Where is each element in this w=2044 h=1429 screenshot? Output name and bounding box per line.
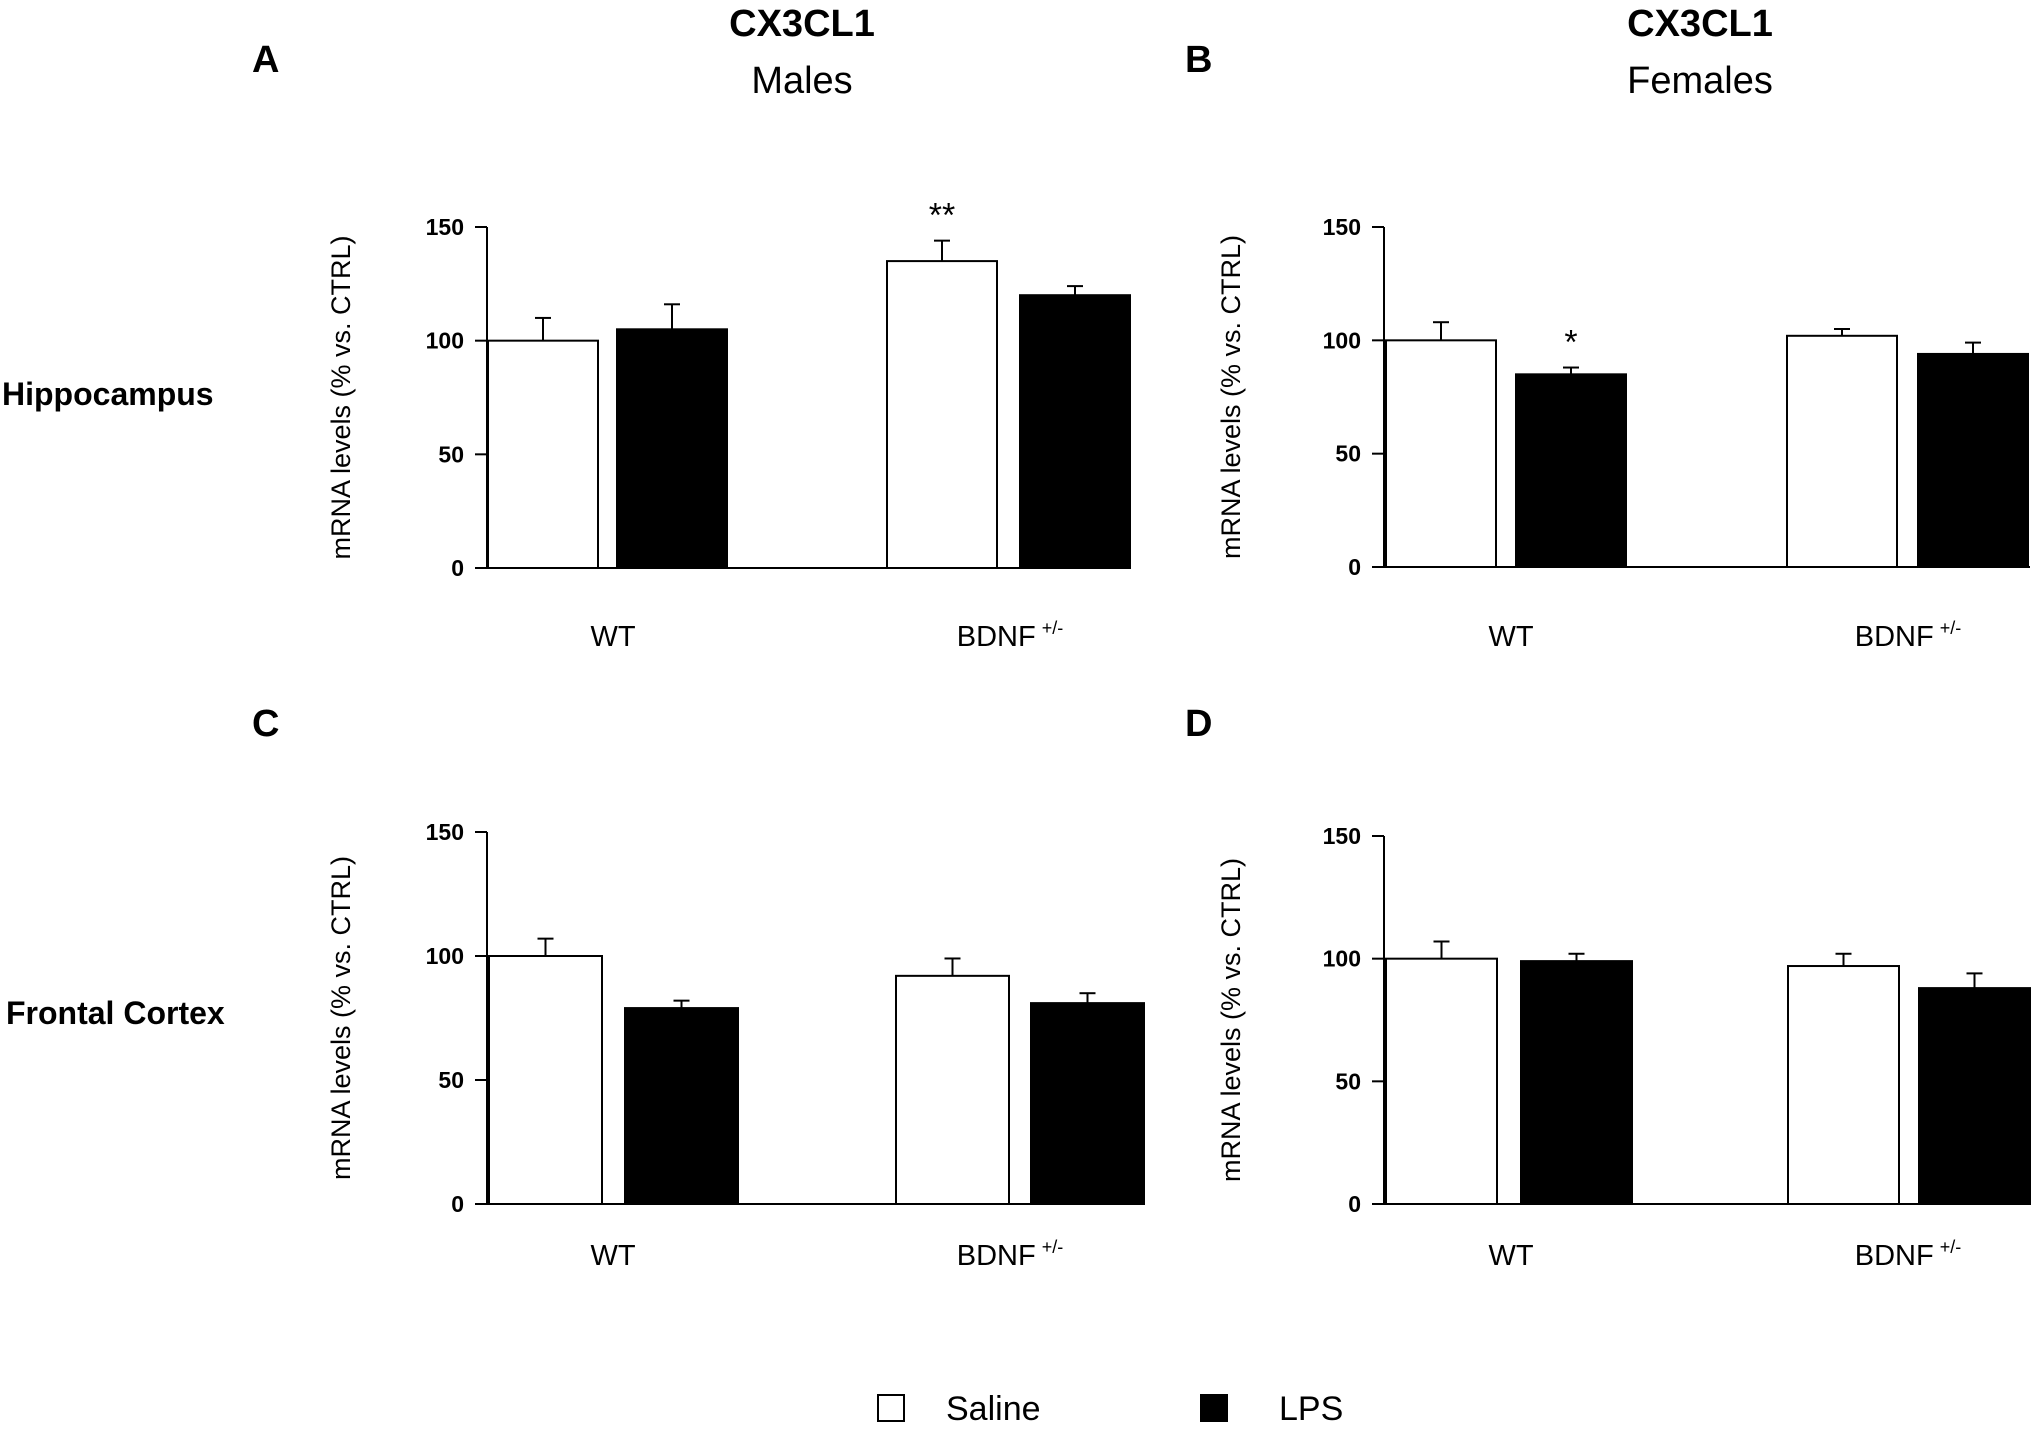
y-tick-label-b: 100 [1323,327,1361,353]
bar-c-bdnf-lps [1030,1002,1145,1205]
category-label-d: WT [1488,1240,1533,1272]
y-tick-label-c: 0 [451,1191,464,1217]
y-axis-label-a: mRNA levels (% vs. CTRL) [326,235,356,559]
header-subtitle-females: Females [1627,60,1773,102]
bar-a-bdnf-lps [1019,294,1131,569]
bar-b-bdnf-lps [1917,352,2029,568]
panel-letter-d: D [1185,703,1212,745]
y-tick-label-d: 0 [1348,1191,1361,1217]
y-tick-label-b: 0 [1348,554,1361,580]
bar-a-wt-saline [487,339,599,569]
bar-d-wt-lps [1520,960,1633,1205]
y-tick-label-d: 50 [1335,1068,1361,1094]
y-tick-label-c: 150 [426,819,464,845]
bar-d-bdnf-lps [1918,987,2031,1206]
y-axis-label-c: mRNA levels (% vs. CTRL) [326,856,356,1180]
bar-c-wt-saline [488,955,603,1205]
bar-c-wt-lps [624,1007,739,1206]
legend-label-lps: LPS [1279,1390,1343,1428]
row-label-frontal-cortex: Frontal Cortex [6,995,225,1031]
panel-d: D 0 50 100 150 mRNA levels (% vs. CTRL) WT BDNF… [1185,703,2031,1272]
panel-b: B 0 50 100 150 mRNA levels (% vs. CTRL) * WT BDN… [1185,39,2030,653]
panel-c: C 0 50 100 150 mRNA levels (% vs. CTRL) WT BDNF… [252,703,1145,1272]
bar-d-wt-saline [1385,957,1498,1206]
category-label-b: WT [1488,621,1533,653]
bar-c-bdnf-saline [895,974,1010,1206]
category-label-d: BDNF +/- [1855,1237,1961,1272]
bar-b-bdnf-saline [1786,334,1898,568]
category-label-a: BDNF +/- [957,618,1063,653]
significance-marker-a: ** [929,197,955,235]
header-subtitle-males: Males [751,60,852,102]
y-tick-label-b: 50 [1335,441,1361,467]
legend-swatch-lps [1200,1394,1228,1422]
y-tick-label-d: 150 [1323,823,1361,849]
bar-a-wt-lps [616,328,728,569]
legend: Saline LPS [877,1390,1343,1428]
panel-letter-c: C [252,703,279,745]
y-tick-label-c: 50 [438,1067,464,1093]
header-title-males: CX3CL1 [729,3,875,45]
panel-letter-a: A [252,39,279,81]
bar-a-bdnf-saline [886,260,998,569]
y-tick-label-a: 50 [438,441,464,467]
category-label-b: BDNF +/- [1855,618,1961,653]
legend-swatch-saline [877,1394,905,1422]
significance-marker-b: * [1564,324,1577,362]
panel-letter-b: B [1185,39,1212,81]
y-tick-label-a: 150 [426,214,464,240]
bar-d-bdnf-saline [1787,965,1900,1205]
y-axis-label-d: mRNA levels (% vs. CTRL) [1216,858,1246,1182]
row-label-hippocampus: Hippocampus [2,376,214,412]
panel-a: A 0 50 100 150 mRNA levels (% vs. CTRL) WT ** BD… [252,39,1131,653]
y-tick-label-a: 0 [451,555,464,581]
category-label-c: BDNF +/- [957,1237,1063,1272]
y-tick-label-b: 150 [1323,214,1361,240]
category-label-a: WT [590,621,635,653]
category-label-c: WT [590,1240,635,1272]
legend-label-saline: Saline [946,1390,1041,1428]
bar-b-wt-lps [1515,373,1627,569]
y-tick-label-c: 100 [426,943,464,969]
bar-b-wt-saline [1385,339,1497,569]
y-tick-label-d: 100 [1323,946,1361,972]
y-axis-label-b: mRNA levels (% vs. CTRL) [1216,235,1246,559]
y-tick-label-a: 100 [426,328,464,354]
header-title-females: CX3CL1 [1627,3,1773,45]
